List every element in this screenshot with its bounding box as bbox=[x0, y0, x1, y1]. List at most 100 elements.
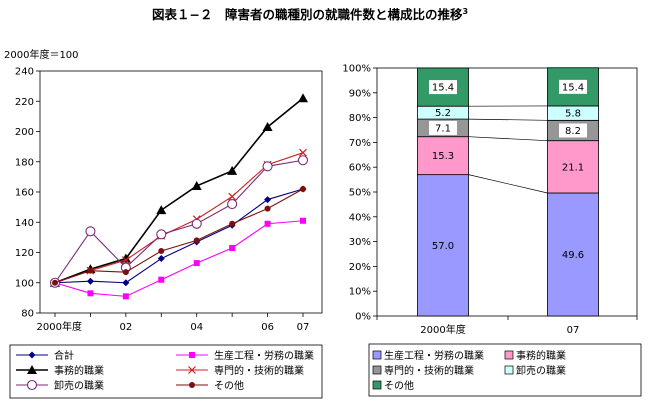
stacked-bar-chart: 0% 10% 20% 30% 40% 50% 60% 70% 80% 90% 100% 57.0 15.… bbox=[342, 64, 642, 397]
legend-item: 生産工程・労務の職業 bbox=[176, 349, 314, 362]
marker-square bbox=[158, 276, 165, 283]
marker-triangle bbox=[156, 205, 167, 215]
legend-label: 専門的・技術的職業 bbox=[214, 364, 304, 377]
stacked-bar: 49.6 21.1 8.2 5.8 15.4 07 bbox=[547, 67, 599, 336]
marker-open-circle bbox=[227, 199, 238, 210]
data-label-box bbox=[429, 80, 457, 95]
marker-circle bbox=[52, 279, 58, 286]
series-circle-open bbox=[49, 155, 309, 288]
data-label-box bbox=[559, 123, 587, 138]
series-connector-line bbox=[468, 118, 548, 121]
legend-label: その他 bbox=[384, 379, 414, 392]
marker-circle bbox=[300, 185, 306, 192]
legend-item: 生産工程・労務の職業 bbox=[372, 349, 484, 362]
marker-triangle bbox=[262, 121, 273, 131]
marker-x bbox=[121, 256, 130, 264]
y-tick-label: 40% bbox=[349, 212, 371, 223]
marker-diamond bbox=[264, 196, 272, 204]
series-line bbox=[54, 188, 304, 284]
legend-swatch bbox=[504, 365, 514, 375]
marker-x bbox=[299, 148, 307, 157]
legend-swatch bbox=[372, 350, 382, 360]
marker-triangle bbox=[27, 365, 37, 374]
stacked-bar: 57.0 15.3 7.1 5.2 15.4 2000年度 bbox=[417, 67, 469, 336]
legend-label: 事務的職業 bbox=[54, 364, 104, 377]
legend-label: 生産工程・労務の職業 bbox=[214, 349, 314, 362]
y-tick-label: 140 bbox=[15, 218, 34, 229]
legend-label: 専門的・技術的職業 bbox=[384, 364, 474, 377]
series-connector-line bbox=[468, 174, 548, 194]
bar-segment bbox=[547, 140, 599, 194]
legend-label: その他 bbox=[214, 379, 244, 392]
y-tick-label: 180 bbox=[15, 157, 34, 168]
y-tick-label: 20% bbox=[349, 262, 371, 273]
x-category-label: 07 bbox=[567, 325, 580, 336]
data-label: 15.4 bbox=[562, 82, 584, 93]
x-tick-label: 07 bbox=[297, 322, 310, 333]
x-tick-label: 2000年度 bbox=[37, 320, 82, 333]
marker-diamond bbox=[28, 351, 36, 359]
legend-item: 合計 bbox=[16, 349, 74, 362]
marker-diamond bbox=[157, 255, 165, 263]
marker-circle bbox=[189, 382, 195, 388]
marker-x bbox=[228, 192, 237, 201]
legend-item: 卸売の職業 bbox=[16, 379, 104, 392]
data-label: 7.1 bbox=[435, 123, 451, 134]
y-tick-label: 50% bbox=[349, 188, 371, 199]
plot-frame bbox=[39, 70, 323, 314]
legend-item: 事務的職業 bbox=[504, 349, 566, 362]
y-tick-label: 80% bbox=[349, 113, 371, 124]
x-tick-label: 06 bbox=[261, 322, 274, 333]
series-circle bbox=[52, 185, 306, 286]
marker-square bbox=[189, 352, 195, 358]
line-chart: 2000年度＝100 80 100 120 140 160 180 200 220 240 2000… bbox=[4, 48, 323, 399]
legend-item: 事務的職業 bbox=[16, 364, 104, 377]
x-category-label: 2000年度 bbox=[420, 323, 465, 336]
y-tick-label: 100 bbox=[15, 278, 34, 289]
series-line bbox=[54, 220, 304, 297]
y-tick-label: 160 bbox=[15, 188, 34, 199]
data-label: 57.0 bbox=[432, 241, 454, 252]
data-label: 8.2 bbox=[565, 126, 581, 137]
legend-label: 卸売の職業 bbox=[54, 379, 104, 392]
marker-open-circle bbox=[26, 379, 38, 391]
y-tick-label: 70% bbox=[349, 138, 371, 149]
marker-open-circle bbox=[156, 229, 167, 240]
series-connector-line bbox=[468, 136, 548, 142]
y-tick-label: 220 bbox=[15, 97, 34, 108]
y-tick-label: 0% bbox=[355, 312, 371, 323]
marker-triangle bbox=[227, 165, 238, 175]
figure-title: 図表１−２ 障害者の職種別の就職件数と構成比の推移3 bbox=[152, 7, 468, 22]
legend-label: 事務的職業 bbox=[516, 349, 566, 362]
data-label: 5.8 bbox=[565, 109, 581, 120]
marker-diamond bbox=[86, 277, 94, 285]
marker-square bbox=[264, 220, 271, 227]
legend-label: 卸売の職業 bbox=[516, 364, 566, 377]
x-tick-label: 04 bbox=[190, 322, 203, 333]
legend-item: その他 bbox=[372, 379, 414, 392]
marker-circle bbox=[229, 220, 236, 227]
marker-square bbox=[229, 244, 236, 251]
y-axis-unit-label: 2000年度＝100 bbox=[4, 48, 79, 61]
marker-circle bbox=[122, 269, 129, 276]
legend-item: 専門的・技術的職業 bbox=[372, 364, 474, 377]
marker-open-circle bbox=[262, 161, 273, 172]
legend-swatch bbox=[372, 365, 382, 375]
y-tick-label: 120 bbox=[15, 248, 34, 259]
legend-frame bbox=[9, 344, 323, 399]
legend-item: 専門的・技術的職業 bbox=[176, 364, 304, 377]
data-label: 5.2 bbox=[435, 108, 451, 119]
marker-circle bbox=[264, 205, 271, 212]
marker-circle bbox=[87, 267, 94, 274]
marker-square bbox=[300, 217, 306, 224]
y-tick-label: 100% bbox=[342, 64, 371, 75]
marker-circle bbox=[158, 247, 165, 254]
figure-title-superscript: 3 bbox=[462, 7, 468, 16]
marker-open-circle bbox=[297, 155, 309, 166]
legend-label: 生産工程・労務の職業 bbox=[384, 349, 484, 362]
series-line bbox=[54, 152, 304, 284]
data-label: 15.4 bbox=[432, 83, 454, 94]
